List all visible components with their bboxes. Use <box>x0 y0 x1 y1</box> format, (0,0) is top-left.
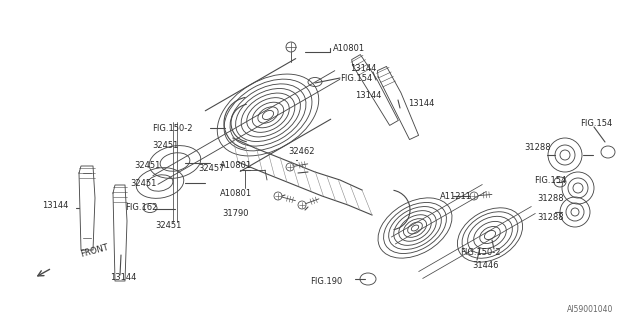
Text: 32451: 32451 <box>134 161 161 170</box>
Text: 32451: 32451 <box>130 179 156 188</box>
Text: 13144: 13144 <box>355 91 381 100</box>
Text: 31288: 31288 <box>524 142 550 151</box>
Text: A10801: A10801 <box>220 161 252 170</box>
Text: FIG.154: FIG.154 <box>580 118 612 127</box>
Text: A11211: A11211 <box>440 191 472 201</box>
Text: 13144: 13144 <box>42 201 68 210</box>
Text: 13144: 13144 <box>350 63 376 73</box>
Text: 32451: 32451 <box>155 220 181 229</box>
Text: 32462: 32462 <box>288 147 314 156</box>
Text: FIG.150-2: FIG.150-2 <box>460 247 500 257</box>
Text: 31790: 31790 <box>222 209 248 218</box>
Text: A10801: A10801 <box>220 188 252 197</box>
Text: 31446: 31446 <box>472 260 499 269</box>
Text: FIG.154: FIG.154 <box>534 175 566 185</box>
Text: A10801: A10801 <box>333 44 365 52</box>
Text: 31288: 31288 <box>537 212 564 221</box>
Text: FIG.150-2: FIG.150-2 <box>152 124 193 132</box>
Text: 13144: 13144 <box>110 274 136 283</box>
Text: 31288: 31288 <box>537 194 564 203</box>
Text: 13144: 13144 <box>408 99 435 108</box>
Text: FIG.162: FIG.162 <box>125 203 157 212</box>
Text: AI59001040: AI59001040 <box>567 306 613 315</box>
Text: FIG.154: FIG.154 <box>340 74 372 83</box>
Text: FIG.190: FIG.190 <box>310 277 342 286</box>
Text: FRONT: FRONT <box>79 243 109 259</box>
Text: 32451: 32451 <box>152 140 179 149</box>
Text: 32457: 32457 <box>198 164 225 172</box>
